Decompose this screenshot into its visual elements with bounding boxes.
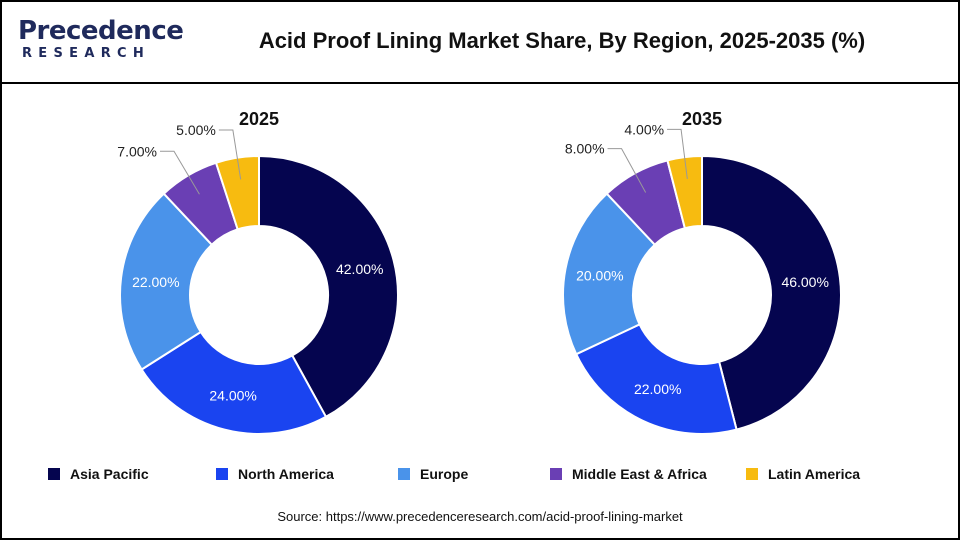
leader-line-2035-latin-america <box>667 128 688 179</box>
legend: Asia Pacific North America Europe Middle Ea… <box>48 466 928 486</box>
logo: Precedence RESEARCH <box>18 16 184 72</box>
legend-label-north-america: North America <box>238 466 334 482</box>
chart-title: Acid Proof Lining Market Share, By Regio… <box>258 28 866 53</box>
legend-item-europe: Europe <box>398 466 468 482</box>
donut-title-2025: 2025 <box>239 109 279 129</box>
logo-wordmark: Precedence <box>18 16 184 46</box>
data-label-2025-north-america: 24.00% <box>209 388 256 404</box>
leader-line-2025-middle-east-and-africa <box>159 150 200 195</box>
slice-2035-north-america <box>574 323 738 435</box>
donut-charts: 2025 42.00% 24.00% 22.00% 7.00% 5.00% 2035 46.0… <box>117 109 842 435</box>
legend-swatch-middle-east-and-africa <box>550 468 562 480</box>
data-label-2035-asia-pacific: 46.00% <box>781 274 828 290</box>
legend-label-middle-east-and-africa: Middle East & Africa <box>572 466 707 482</box>
legend-swatch-north-america <box>216 468 228 480</box>
logo-subtitle: RESEARCH <box>22 46 151 61</box>
legend-swatch-europe <box>398 468 410 480</box>
data-label-2025-middle-east-and-africa: 7.00% <box>117 143 157 159</box>
data-label-2035-europe: 20.00% <box>576 268 623 284</box>
legend-item-latin-america: Latin America <box>746 466 860 482</box>
header: Precedence RESEARCH Acid Proof Lining Ma… <box>2 2 958 84</box>
slice-2035-asia-pacific <box>701 154 842 431</box>
slice-2035-latin-america <box>666 154 703 230</box>
data-label-2035-middle-east-and-africa: 8.00% <box>565 141 605 157</box>
slice-2025-europe <box>119 192 214 371</box>
legend-item-north-america: North America <box>216 466 334 482</box>
leader-line-2035-middle-east-and-africa <box>607 148 647 193</box>
data-label-2035-latin-america: 4.00% <box>624 121 664 137</box>
slice-2035-europe <box>562 192 657 356</box>
legend-swatch-asia-pacific <box>48 468 60 480</box>
donut-title-2035: 2035 <box>682 109 722 129</box>
source-note: Source: https://www.precedenceresearch.c… <box>277 509 683 524</box>
slice-2025-north-america <box>140 330 328 435</box>
leader-line-2025-latin-america <box>218 129 242 180</box>
data-label-2025-europe: 22.00% <box>132 274 179 290</box>
data-label-2025-asia-pacific: 42.00% <box>336 261 383 277</box>
legend-item-asia-pacific: Asia Pacific <box>48 466 149 482</box>
slice-2025-asia-pacific <box>258 154 399 419</box>
legend-item-middle-east-and-africa: Middle East & Africa <box>550 466 707 482</box>
legend-label-asia-pacific: Asia Pacific <box>70 466 149 482</box>
data-label-2035-north-america: 22.00% <box>634 381 681 397</box>
legend-swatch-latin-america <box>746 468 758 480</box>
legend-label-europe: Europe <box>420 466 469 482</box>
data-label-2025-latin-america: 5.00% <box>176 122 216 138</box>
slice-2025-latin-america <box>214 154 260 231</box>
legend-label-latin-america: Latin America <box>768 466 861 482</box>
